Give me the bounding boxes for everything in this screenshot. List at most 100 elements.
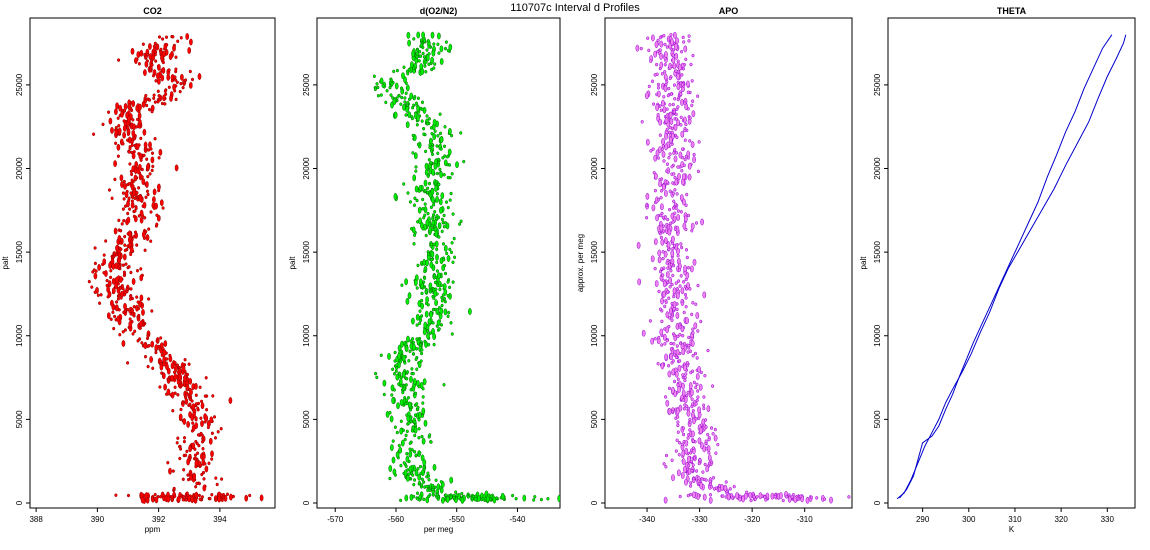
data-point	[199, 416, 203, 420]
data-point	[200, 399, 204, 404]
data-point	[415, 491, 420, 496]
data-point	[135, 143, 140, 151]
data-point	[405, 105, 409, 113]
data-point	[664, 132, 668, 140]
data-point	[110, 126, 114, 134]
data-point	[679, 194, 684, 202]
data-point	[426, 122, 430, 126]
data-point	[389, 78, 393, 83]
data-point	[415, 286, 419, 290]
data-point	[439, 45, 444, 53]
data-point	[443, 271, 448, 276]
data-point	[676, 214, 681, 221]
data-point	[415, 367, 419, 371]
data-point	[403, 96, 407, 100]
y-tick-label: 15000	[15, 240, 24, 263]
data-point	[683, 292, 688, 297]
data-point	[449, 476, 454, 484]
data-point	[755, 495, 759, 499]
data-point	[431, 49, 436, 57]
data-point	[149, 210, 153, 214]
data-point	[422, 132, 426, 136]
data-point	[193, 447, 197, 451]
data-point	[411, 151, 415, 155]
data-point	[659, 235, 663, 240]
data-point	[107, 290, 112, 298]
data-point	[707, 437, 711, 442]
data-point	[129, 191, 133, 195]
data-point	[382, 392, 386, 397]
data-point	[439, 171, 443, 179]
data-point	[119, 174, 124, 182]
data-point	[194, 422, 199, 430]
data-point	[150, 151, 155, 155]
data-point	[437, 157, 441, 162]
data-point	[121, 330, 125, 334]
data-point	[420, 351, 424, 356]
data-point	[417, 427, 421, 431]
data-point	[174, 164, 179, 172]
data-point	[126, 361, 130, 365]
data-point	[426, 211, 430, 216]
data-point	[654, 41, 659, 49]
data-point	[143, 248, 147, 253]
data-point	[660, 343, 664, 347]
data-point	[682, 198, 686, 206]
data-point	[670, 164, 674, 169]
data-point	[166, 367, 171, 375]
data-point	[671, 359, 675, 363]
data-point	[429, 440, 433, 444]
data-point	[129, 252, 133, 257]
data-point	[666, 258, 670, 263]
data-point	[657, 249, 662, 257]
data-point	[176, 39, 180, 44]
data-point	[666, 241, 671, 249]
data-point	[389, 415, 394, 423]
data-point	[152, 196, 156, 204]
data-point	[433, 62, 437, 66]
data-point	[404, 345, 409, 353]
data-point	[189, 38, 193, 46]
data-point	[500, 492, 505, 500]
data-point	[696, 169, 700, 174]
data-point	[690, 340, 695, 347]
data-point	[129, 246, 134, 253]
data-point	[194, 393, 198, 397]
data-point	[787, 495, 792, 503]
data-point	[688, 492, 693, 497]
data-point	[678, 359, 682, 363]
data-point	[175, 441, 179, 445]
data-point	[402, 341, 406, 345]
data-point	[416, 114, 420, 122]
data-point	[139, 267, 143, 271]
data-point	[462, 159, 466, 164]
y-axis-label: palt	[288, 256, 297, 270]
data-point	[687, 343, 691, 348]
data-point	[109, 317, 113, 322]
data-point	[659, 52, 663, 60]
data-point	[114, 108, 118, 116]
data-point	[210, 431, 214, 436]
data-point	[706, 432, 710, 437]
data-point	[682, 40, 686, 44]
data-point	[427, 342, 431, 347]
data-point	[403, 384, 407, 389]
y-tick-label: 0	[590, 500, 599, 505]
data-point	[681, 426, 686, 430]
data-point	[163, 340, 168, 348]
data-point	[439, 480, 443, 484]
data-point	[421, 407, 426, 415]
data-point	[161, 372, 166, 380]
data-point	[443, 244, 448, 252]
data-point	[391, 397, 395, 404]
data-point	[184, 498, 188, 502]
data-point	[173, 373, 178, 381]
data-point	[110, 299, 114, 307]
data-point	[688, 420, 692, 425]
data-point	[139, 294, 144, 302]
data-point	[429, 311, 433, 319]
data-point	[152, 44, 156, 49]
data-point	[189, 472, 193, 477]
data-point	[411, 133, 415, 138]
plot-frame	[29, 17, 276, 509]
